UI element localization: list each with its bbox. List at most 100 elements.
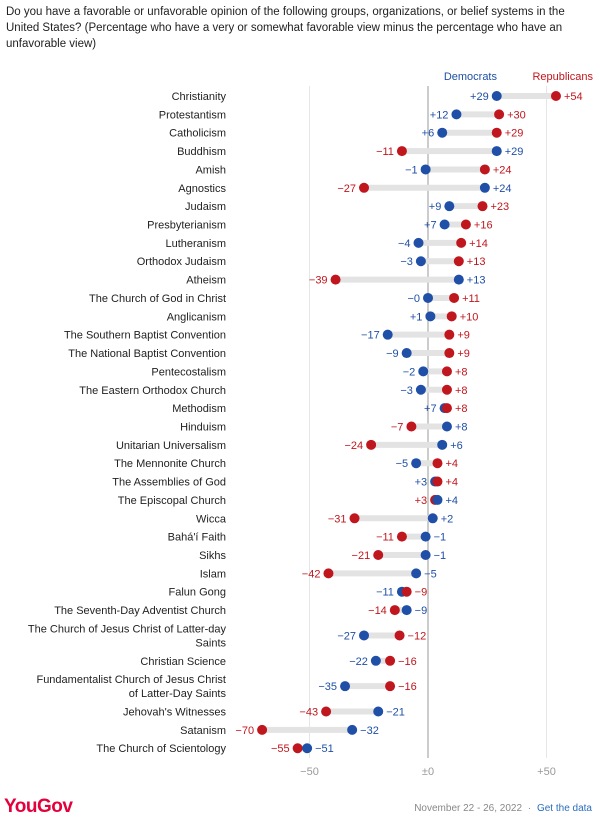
chart-row: The Church of God in Christ −0 +11 — [89, 292, 480, 305]
republicans-dot — [292, 743, 303, 754]
democrats-value-label: −21 — [386, 707, 405, 719]
democrats-dot — [491, 146, 502, 157]
republicans-value-label: −12 — [408, 630, 427, 642]
x-tick-label: +50 — [537, 766, 556, 778]
chart-row: The Church of Jesus Christ of Latter-day… — [28, 623, 426, 649]
chart-row: The Seventh-Day Adventist Church −9 −14 — [54, 605, 427, 617]
democrats-dot — [439, 219, 450, 230]
democrats-value-label: −2 — [403, 366, 416, 378]
category-label: Catholicism — [169, 128, 226, 140]
democrats-dot — [401, 348, 412, 359]
chart-row: The Episcopal Church +4 +3 — [118, 494, 458, 507]
republicans-value-label: −27 — [337, 183, 356, 195]
republicans-dot — [477, 201, 488, 212]
republicans-value-label: +24 — [493, 164, 512, 176]
category-label: Methodism — [172, 403, 226, 415]
republicans-dot — [479, 164, 490, 175]
republicans-value-label: −14 — [368, 605, 387, 617]
category-label: Lutheranism — [165, 238, 226, 250]
republicans-value-label: +4 — [445, 458, 458, 470]
yougov-logo: YouGov — [4, 796, 73, 817]
footer-separator: · — [527, 803, 532, 814]
republicans-dot — [323, 568, 334, 579]
republicans-value-label: −55 — [271, 743, 290, 755]
republicans-value-label: +3 — [415, 495, 428, 507]
republicans-dot — [441, 384, 452, 395]
democrats-value-label: +4 — [445, 495, 458, 507]
democrats-dot — [425, 311, 436, 322]
chart-row: Methodism +7 +8 — [172, 403, 468, 415]
chart-row: Agnostics +24 −27 — [178, 182, 512, 195]
category-label: Christianity — [172, 91, 227, 103]
republicans-value-label: +54 — [564, 91, 583, 103]
category-label: Pentecostalism — [151, 366, 226, 378]
republicans-dot — [432, 476, 443, 487]
democrats-dot — [423, 292, 433, 303]
republicans-dot — [449, 292, 460, 303]
chart-title: Do you have a favorable or unfavorable o… — [6, 6, 565, 50]
category-label: The Church of Scientology — [96, 743, 226, 755]
republicans-value-label: −21 — [352, 550, 371, 562]
democrats-dot — [437, 439, 448, 450]
democrats-dot — [451, 109, 462, 120]
republicans-value-label: +8 — [455, 385, 468, 397]
republicans-dot — [385, 681, 396, 692]
category-label: Amish — [195, 164, 226, 176]
category-label: Unitarian Universalism — [116, 440, 226, 452]
chart-row: Hinduism +8 −7 — [180, 421, 468, 433]
democrats-value-label: +6 — [450, 440, 463, 452]
category-label: Saints — [195, 637, 226, 649]
republicans-dot — [257, 724, 268, 735]
democrats-value-label: +1 — [410, 311, 423, 323]
republicans-value-label: −16 — [398, 656, 417, 668]
chart-row: Jehovah's Witnesses −21 −43 — [123, 706, 405, 719]
republicans-value-label: +11 — [462, 293, 480, 305]
democrats-value-label: −3 — [400, 385, 413, 397]
x-axis: −50 ±0 +50 — [300, 766, 556, 778]
republicans-value-label: −42 — [302, 568, 321, 580]
republicans-value-label: −16 — [398, 681, 417, 693]
chart-row: Catholicism +6 +29 — [169, 127, 523, 140]
democrats-value-label: −1 — [434, 532, 447, 544]
chart-row: Falun Gong −11 −9 — [169, 586, 427, 599]
legend: Democrats Republicans — [444, 71, 594, 83]
chart-row: Anglicanism +1 +10 — [167, 311, 478, 323]
chart-rows: Christianity +29 +54 Protestantism +12 +30 Cat… — [28, 91, 583, 755]
republicans-dot — [444, 329, 455, 340]
category-label: Orthodox Judaism — [137, 256, 226, 268]
gridlines — [309, 86, 547, 758]
democrats-value-label: −9 — [386, 348, 399, 360]
chart-row: Pentecostalism −2 +8 — [151, 366, 468, 378]
category-label: The Seventh-Day Adventist Church — [54, 605, 226, 617]
democrats-dot — [401, 605, 412, 616]
category-label: Bahá'í Faith — [168, 532, 226, 544]
republicans-value-label: +4 — [445, 477, 458, 489]
democrats-dot — [415, 256, 426, 267]
legend-democrats: Democrats — [444, 71, 498, 83]
chart-row: Fundamentalist Church of Jesus Christ of … — [36, 674, 416, 700]
republicans-value-label: +30 — [507, 109, 526, 121]
democrats-dot — [373, 706, 384, 717]
democrats-dot — [411, 568, 422, 579]
democrats-value-label: +24 — [493, 183, 512, 195]
democrats-value-label: −0 — [407, 293, 420, 305]
republicans-dot — [396, 146, 407, 157]
democrats-dot — [382, 329, 393, 340]
get-the-data-link[interactable]: Get the data — [536, 803, 592, 814]
republicans-dot — [441, 366, 452, 377]
republicans-value-label: +9 — [457, 330, 470, 342]
democrats-value-label: −5 — [396, 458, 409, 470]
republicans-value-label: +8 — [455, 403, 468, 415]
footer: November 22 - 26, 2022 · Get the data — [414, 803, 592, 814]
republicans-dot — [366, 439, 377, 450]
republicans-value-label: −24 — [344, 440, 363, 452]
chart-row: Unitarian Universalism +6 −24 — [116, 439, 463, 452]
category-label: The Mennonite Church — [114, 458, 226, 470]
republicans-dot — [385, 655, 396, 666]
category-label: The National Baptist Convention — [68, 348, 226, 360]
category-label: Falun Gong — [169, 587, 226, 599]
chart-row: Buddhism +29 −11 — [177, 146, 523, 158]
democrats-value-label: +12 — [430, 109, 449, 121]
chart-row: The Southern Baptist Convention −17 +9 — [64, 329, 470, 342]
chart-row: The National Baptist Convention −9 +9 — [68, 348, 470, 360]
